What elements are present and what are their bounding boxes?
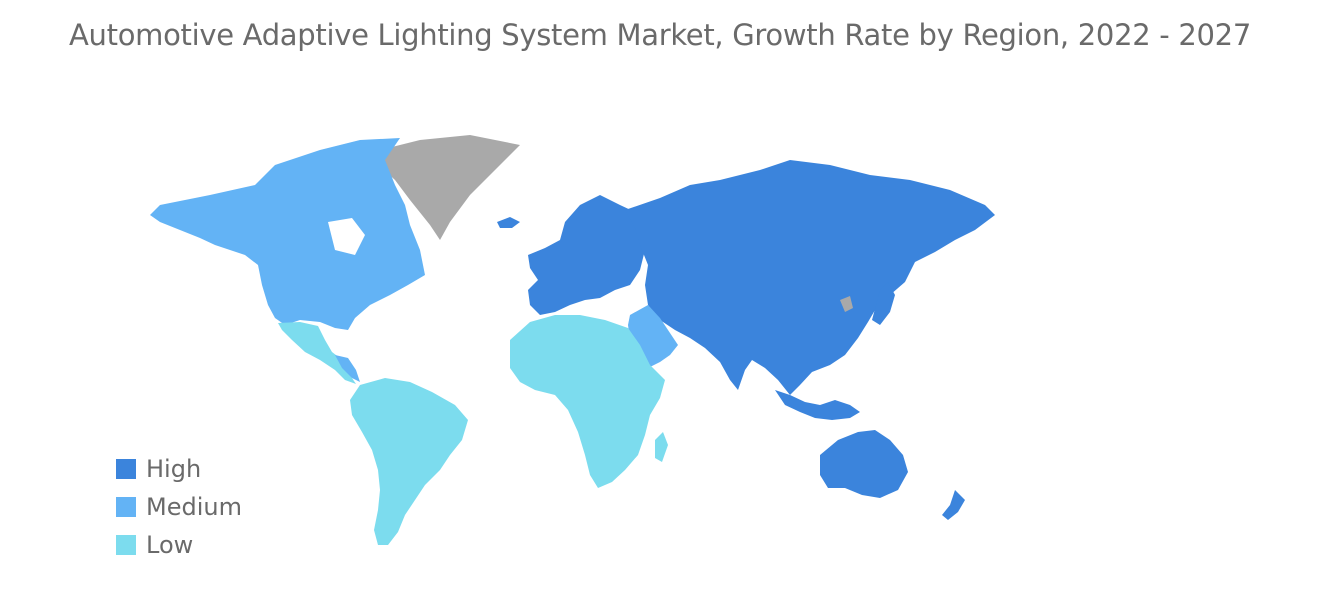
legend-swatch-low — [116, 535, 136, 555]
region-greenland — [380, 135, 520, 240]
region-north-america — [150, 138, 425, 330]
region-australia — [820, 430, 908, 498]
region-madagascar — [655, 432, 668, 462]
region-new-zealand — [942, 490, 965, 520]
legend-swatch-high — [116, 459, 136, 479]
region-japan — [872, 282, 895, 325]
legend-label-low: Low — [146, 531, 194, 559]
region-korea — [840, 296, 853, 312]
region-africa — [510, 315, 665, 488]
legend-item-medium: Medium — [116, 488, 242, 526]
legend: High Medium Low — [116, 450, 242, 564]
region-asia — [625, 160, 995, 395]
region-iceland — [497, 217, 520, 228]
legend-item-low: Low — [116, 526, 242, 564]
region-central-america — [278, 322, 356, 384]
legend-label-high: High — [146, 455, 202, 483]
legend-label-medium: Medium — [146, 493, 242, 521]
region-central-america-medium — [335, 355, 360, 382]
legend-swatch-medium — [116, 497, 136, 517]
legend-item-high: High — [116, 450, 242, 488]
chart-title: Automotive Adaptive Lighting System Mark… — [69, 18, 1251, 52]
region-south-america — [350, 378, 468, 545]
region-southeast-asia — [775, 390, 860, 420]
hudson-bay — [328, 218, 365, 255]
region-europe — [528, 195, 645, 315]
